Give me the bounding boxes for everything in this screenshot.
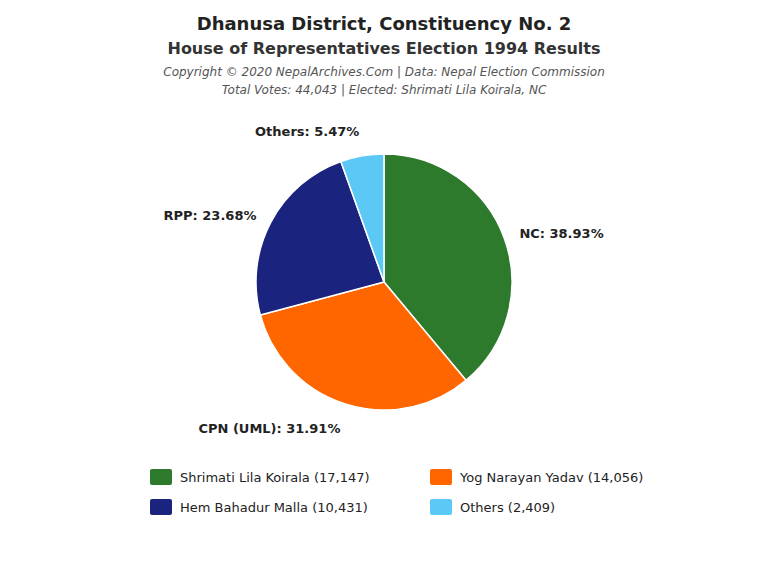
legend-label: Yog Narayan Yadav (14,056) <box>459 470 643 485</box>
legend-swatch <box>430 499 452 515</box>
title: Dhanusa District, Constituency No. 2 <box>197 13 572 34</box>
legend-label: Hem Bahadur Malla (10,431) <box>180 500 368 515</box>
annotation: Copyright © 2020 NepalArchives.Com | Dat… <box>163 65 605 79</box>
pie <box>256 154 512 410</box>
data-label: RPP: 23.68% <box>164 208 257 223</box>
data-label: NC: 38.93% <box>519 226 603 241</box>
data-labels: NC: 38.93% CPN (UML): 31.91% RPP: 23.68% Ot… <box>164 124 604 436</box>
subtitle: House of Representatives Election 1994 R… <box>167 39 600 58</box>
legend-swatch <box>430 469 452 485</box>
data-label: CPN (UML): 31.91% <box>198 421 340 436</box>
legend-label: Shrimati Lila Koirala (17,147) <box>180 470 370 485</box>
legend-label: Others (2,409) <box>460 500 555 515</box>
legend-swatch <box>150 499 172 515</box>
pie-slice <box>341 154 384 282</box>
data-label: Others: 5.47% <box>255 124 359 139</box>
legend: Shrimati Lila Koirala (17,147) Yog Naraya… <box>150 469 643 515</box>
chart-container: Dhanusa District, Constituency No. 2 Hous… <box>0 0 768 576</box>
annotation: Total Votes: 44,043 | Elected: Shrimati … <box>222 83 547 97</box>
chart: Dhanusa District, Constituency No. 2 Hous… <box>0 0 768 576</box>
legend-swatch <box>150 469 172 485</box>
